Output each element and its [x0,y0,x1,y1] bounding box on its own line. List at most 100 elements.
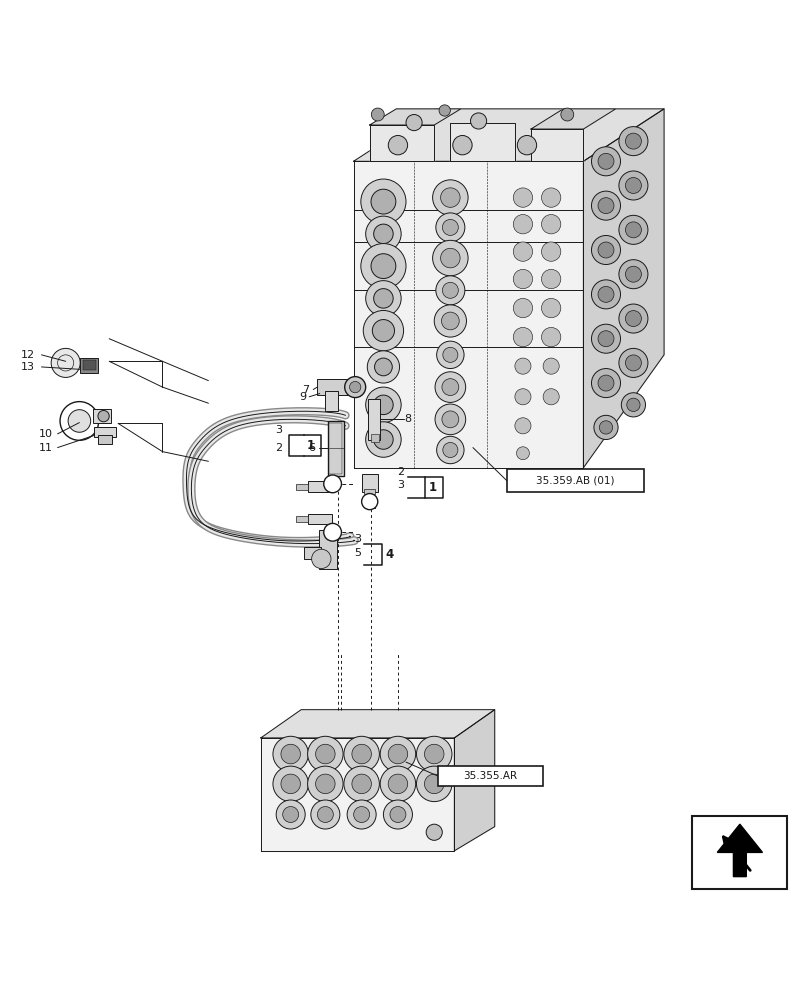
Circle shape [389,807,406,822]
Bar [692,816,787,889]
Text: 35.355.AR: 35.355.AR [463,771,517,781]
Circle shape [351,774,371,794]
Circle shape [590,324,620,353]
Polygon shape [716,824,762,877]
Circle shape [371,189,395,214]
Text: 2: 2 [275,443,282,453]
Polygon shape [353,109,663,161]
Circle shape [361,494,377,510]
Circle shape [372,320,394,342]
Circle shape [618,348,647,377]
Circle shape [590,147,620,176]
Circle shape [513,242,532,261]
Circle shape [365,216,401,252]
Polygon shape [530,109,615,129]
Circle shape [514,389,530,405]
Circle shape [541,215,560,234]
Circle shape [315,744,335,764]
Circle shape [593,415,617,440]
Circle shape [560,108,573,121]
Bar [367,399,380,440]
Bar [295,516,308,522]
Circle shape [597,286,613,302]
Circle shape [432,240,467,276]
Circle shape [517,135,536,155]
Circle shape [432,180,467,215]
Circle shape [541,298,560,318]
Circle shape [281,774,300,794]
Circle shape [618,171,647,200]
Circle shape [344,766,379,802]
Circle shape [380,736,415,772]
Circle shape [618,215,647,244]
Text: 4: 4 [384,548,393,561]
Circle shape [590,280,620,309]
Circle shape [541,327,560,347]
Bar [80,358,98,373]
Circle shape [365,422,401,457]
Circle shape [516,447,529,460]
Circle shape [272,736,308,772]
Circle shape [441,379,458,396]
Polygon shape [454,710,494,851]
Circle shape [317,807,333,822]
Circle shape [513,298,532,318]
Circle shape [513,215,532,234]
Bar [93,409,111,423]
Circle shape [597,242,613,258]
Circle shape [426,824,442,840]
Text: 2: 2 [397,467,404,477]
Circle shape [388,744,407,764]
Bar [303,547,321,559]
Circle shape [590,235,620,265]
Circle shape [344,736,379,772]
Circle shape [590,369,620,398]
Bar [295,484,308,490]
Circle shape [440,188,460,207]
Circle shape [276,800,305,829]
Circle shape [416,766,452,802]
Circle shape [624,355,641,371]
Bar [438,766,543,786]
Circle shape [416,736,452,772]
Text: 11: 11 [39,443,53,453]
Circle shape [388,135,407,155]
Polygon shape [260,738,454,851]
Bar [363,489,375,494]
Circle shape [597,198,613,214]
Circle shape [311,549,331,569]
Text: 7: 7 [302,385,309,395]
Circle shape [360,179,406,224]
Circle shape [272,766,308,802]
Circle shape [351,744,371,764]
Circle shape [597,375,613,391]
Circle shape [354,807,369,822]
Circle shape [442,282,457,298]
Polygon shape [450,123,514,161]
Circle shape [441,411,458,428]
Circle shape [435,404,465,435]
Circle shape [380,766,415,802]
Bar [329,423,342,474]
Text: 13: 13 [21,362,35,372]
Circle shape [363,310,403,351]
Circle shape [315,774,335,794]
Circle shape [618,260,647,289]
Text: 5: 5 [354,548,360,558]
Circle shape [624,178,641,193]
Polygon shape [369,109,461,125]
Circle shape [371,108,384,121]
Text: 1: 1 [428,481,436,494]
Bar [94,427,116,437]
Circle shape [60,402,99,440]
Bar [506,469,643,492]
Circle shape [599,421,611,434]
Circle shape [513,327,532,347]
Text: 35.359.AB (01): 35.359.AB (01) [535,476,614,486]
Circle shape [440,248,460,268]
Circle shape [620,393,645,417]
Text: 3: 3 [397,480,404,490]
Circle shape [434,305,466,337]
Circle shape [436,341,464,369]
Circle shape [360,244,406,289]
